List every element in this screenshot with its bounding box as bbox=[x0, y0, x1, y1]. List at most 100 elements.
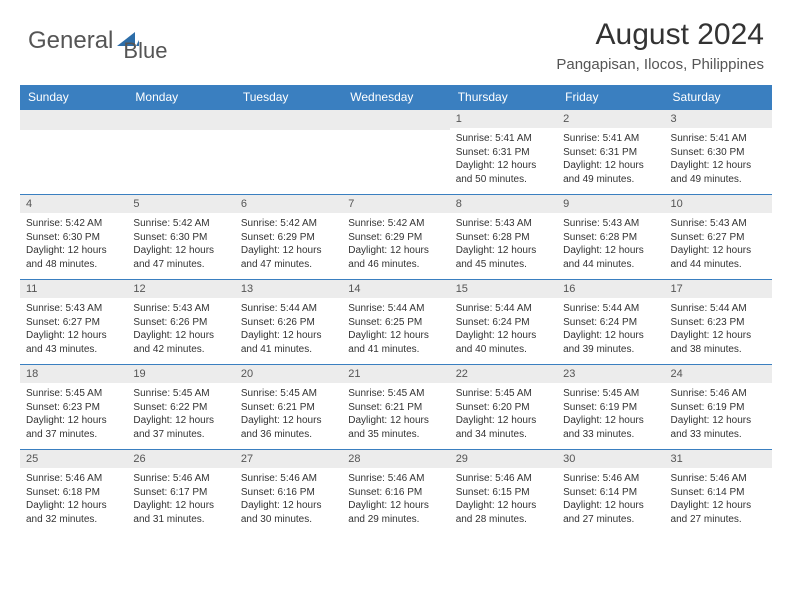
day-cell: 2Sunrise: 5:41 AMSunset: 6:31 PMDaylight… bbox=[557, 110, 664, 195]
sunrise-text: Sunrise: 5:46 AM bbox=[241, 472, 336, 486]
day-cell: 28Sunrise: 5:46 AMSunset: 6:16 PMDayligh… bbox=[342, 450, 449, 535]
sunrise-text: Sunrise: 5:46 AM bbox=[456, 472, 551, 486]
daylight-text: Daylight: 12 hours and 48 minutes. bbox=[26, 244, 121, 271]
day-number: 14 bbox=[342, 280, 449, 298]
daylight-text: Daylight: 12 hours and 29 minutes. bbox=[348, 499, 443, 526]
day-content: Sunrise: 5:46 AMSunset: 6:14 PMDaylight:… bbox=[557, 468, 664, 534]
daylight-text: Daylight: 12 hours and 49 minutes. bbox=[671, 159, 766, 186]
day-content: Sunrise: 5:45 AMSunset: 6:19 PMDaylight:… bbox=[557, 383, 664, 449]
day-number: 12 bbox=[127, 280, 234, 298]
sunrise-text: Sunrise: 5:46 AM bbox=[26, 472, 121, 486]
sunset-text: Sunset: 6:24 PM bbox=[563, 316, 658, 330]
day-cell: 9Sunrise: 5:43 AMSunset: 6:28 PMDaylight… bbox=[557, 195, 664, 280]
day-cell: 22Sunrise: 5:45 AMSunset: 6:20 PMDayligh… bbox=[450, 365, 557, 450]
daylight-text: Daylight: 12 hours and 50 minutes. bbox=[456, 159, 551, 186]
day-cell: 27Sunrise: 5:46 AMSunset: 6:16 PMDayligh… bbox=[235, 450, 342, 535]
day-header-row: SundayMondayTuesdayWednesdayThursdayFrid… bbox=[20, 85, 772, 110]
daylight-text: Daylight: 12 hours and 32 minutes. bbox=[26, 499, 121, 526]
day-cell: 26Sunrise: 5:46 AMSunset: 6:17 PMDayligh… bbox=[127, 450, 234, 535]
sunrise-text: Sunrise: 5:44 AM bbox=[348, 302, 443, 316]
day-number bbox=[235, 110, 342, 130]
day-number: 11 bbox=[20, 280, 127, 298]
day-header-friday: Friday bbox=[557, 85, 664, 110]
day-cell: 18Sunrise: 5:45 AMSunset: 6:23 PMDayligh… bbox=[20, 365, 127, 450]
day-cell: 15Sunrise: 5:44 AMSunset: 6:24 PMDayligh… bbox=[450, 280, 557, 365]
sunrise-text: Sunrise: 5:46 AM bbox=[563, 472, 658, 486]
daylight-text: Daylight: 12 hours and 30 minutes. bbox=[241, 499, 336, 526]
sunset-text: Sunset: 6:30 PM bbox=[26, 231, 121, 245]
sunrise-text: Sunrise: 5:46 AM bbox=[133, 472, 228, 486]
day-header-tuesday: Tuesday bbox=[235, 85, 342, 110]
daylight-text: Daylight: 12 hours and 36 minutes. bbox=[241, 414, 336, 441]
day-cell: 8Sunrise: 5:43 AMSunset: 6:28 PMDaylight… bbox=[450, 195, 557, 280]
day-cell: 10Sunrise: 5:43 AMSunset: 6:27 PMDayligh… bbox=[665, 195, 772, 280]
sunrise-text: Sunrise: 5:46 AM bbox=[671, 387, 766, 401]
day-number bbox=[342, 110, 449, 130]
daylight-text: Daylight: 12 hours and 49 minutes. bbox=[563, 159, 658, 186]
day-cell: 7Sunrise: 5:42 AMSunset: 6:29 PMDaylight… bbox=[342, 195, 449, 280]
day-number: 30 bbox=[557, 450, 664, 468]
day-cell: 6Sunrise: 5:42 AMSunset: 6:29 PMDaylight… bbox=[235, 195, 342, 280]
day-header-wednesday: Wednesday bbox=[342, 85, 449, 110]
day-content: Sunrise: 5:44 AMSunset: 6:24 PMDaylight:… bbox=[450, 298, 557, 364]
week-row: 11Sunrise: 5:43 AMSunset: 6:27 PMDayligh… bbox=[20, 280, 772, 365]
day-cell: 23Sunrise: 5:45 AMSunset: 6:19 PMDayligh… bbox=[557, 365, 664, 450]
sunrise-text: Sunrise: 5:42 AM bbox=[241, 217, 336, 231]
sunset-text: Sunset: 6:27 PM bbox=[671, 231, 766, 245]
day-content: Sunrise: 5:41 AMSunset: 6:30 PMDaylight:… bbox=[665, 128, 772, 194]
day-number: 5 bbox=[127, 195, 234, 213]
sunset-text: Sunset: 6:16 PM bbox=[348, 486, 443, 500]
day-cell: 19Sunrise: 5:45 AMSunset: 6:22 PMDayligh… bbox=[127, 365, 234, 450]
day-number: 1 bbox=[450, 110, 557, 128]
daylight-text: Daylight: 12 hours and 44 minutes. bbox=[563, 244, 658, 271]
day-number: 10 bbox=[665, 195, 772, 213]
sunset-text: Sunset: 6:14 PM bbox=[671, 486, 766, 500]
day-cell: 5Sunrise: 5:42 AMSunset: 6:30 PMDaylight… bbox=[127, 195, 234, 280]
day-content: Sunrise: 5:46 AMSunset: 6:16 PMDaylight:… bbox=[235, 468, 342, 534]
daylight-text: Daylight: 12 hours and 41 minutes. bbox=[348, 329, 443, 356]
daylight-text: Daylight: 12 hours and 37 minutes. bbox=[133, 414, 228, 441]
day-content: Sunrise: 5:46 AMSunset: 6:14 PMDaylight:… bbox=[665, 468, 772, 534]
day-header-sunday: Sunday bbox=[20, 85, 127, 110]
day-number: 27 bbox=[235, 450, 342, 468]
sunset-text: Sunset: 6:26 PM bbox=[241, 316, 336, 330]
sunset-text: Sunset: 6:17 PM bbox=[133, 486, 228, 500]
day-number: 22 bbox=[450, 365, 557, 383]
day-content: Sunrise: 5:44 AMSunset: 6:24 PMDaylight:… bbox=[557, 298, 664, 364]
day-content: Sunrise: 5:45 AMSunset: 6:21 PMDaylight:… bbox=[235, 383, 342, 449]
sunset-text: Sunset: 6:26 PM bbox=[133, 316, 228, 330]
day-number: 18 bbox=[20, 365, 127, 383]
day-cell: 29Sunrise: 5:46 AMSunset: 6:15 PMDayligh… bbox=[450, 450, 557, 535]
day-content: Sunrise: 5:43 AMSunset: 6:28 PMDaylight:… bbox=[557, 213, 664, 279]
day-cell: 31Sunrise: 5:46 AMSunset: 6:14 PMDayligh… bbox=[665, 450, 772, 535]
daylight-text: Daylight: 12 hours and 44 minutes. bbox=[671, 244, 766, 271]
sunset-text: Sunset: 6:31 PM bbox=[563, 146, 658, 160]
day-content: Sunrise: 5:45 AMSunset: 6:23 PMDaylight:… bbox=[20, 383, 127, 449]
daylight-text: Daylight: 12 hours and 37 minutes. bbox=[26, 414, 121, 441]
day-number: 9 bbox=[557, 195, 664, 213]
calendar-table: SundayMondayTuesdayWednesdayThursdayFrid… bbox=[20, 85, 772, 534]
sunset-text: Sunset: 6:20 PM bbox=[456, 401, 551, 415]
daylight-text: Daylight: 12 hours and 34 minutes. bbox=[456, 414, 551, 441]
sunset-text: Sunset: 6:23 PM bbox=[26, 401, 121, 415]
daylight-text: Daylight: 12 hours and 27 minutes. bbox=[671, 499, 766, 526]
day-content: Sunrise: 5:46 AMSunset: 6:17 PMDaylight:… bbox=[127, 468, 234, 534]
sunrise-text: Sunrise: 5:41 AM bbox=[563, 132, 658, 146]
day-cell: 11Sunrise: 5:43 AMSunset: 6:27 PMDayligh… bbox=[20, 280, 127, 365]
daylight-text: Daylight: 12 hours and 41 minutes. bbox=[241, 329, 336, 356]
day-number: 6 bbox=[235, 195, 342, 213]
day-number bbox=[20, 110, 127, 130]
sunset-text: Sunset: 6:24 PM bbox=[456, 316, 551, 330]
sunrise-text: Sunrise: 5:44 AM bbox=[241, 302, 336, 316]
sunset-text: Sunset: 6:31 PM bbox=[456, 146, 551, 160]
daylight-text: Daylight: 12 hours and 31 minutes. bbox=[133, 499, 228, 526]
day-cell: 17Sunrise: 5:44 AMSunset: 6:23 PMDayligh… bbox=[665, 280, 772, 365]
daylight-text: Daylight: 12 hours and 38 minutes. bbox=[671, 329, 766, 356]
day-number: 25 bbox=[20, 450, 127, 468]
day-number: 21 bbox=[342, 365, 449, 383]
daylight-text: Daylight: 12 hours and 40 minutes. bbox=[456, 329, 551, 356]
day-number: 17 bbox=[665, 280, 772, 298]
sunrise-text: Sunrise: 5:45 AM bbox=[348, 387, 443, 401]
sunset-text: Sunset: 6:22 PM bbox=[133, 401, 228, 415]
sunrise-text: Sunrise: 5:45 AM bbox=[133, 387, 228, 401]
